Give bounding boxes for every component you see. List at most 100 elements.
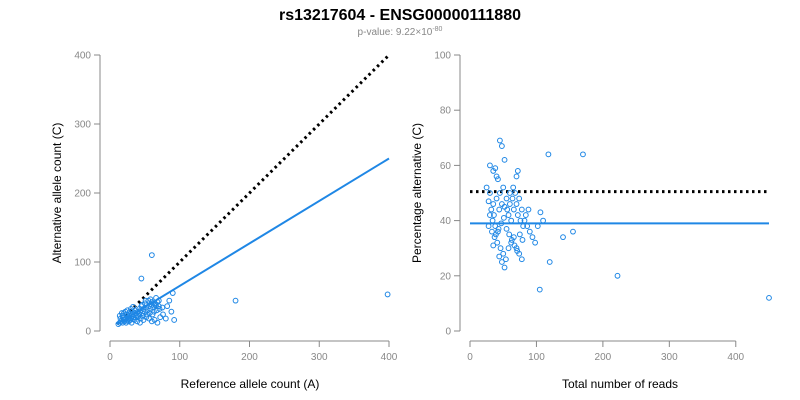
right-data-point-18 xyxy=(485,198,492,205)
right-data-point-83 xyxy=(546,259,553,265)
left-data-point-92 xyxy=(171,317,178,323)
right-data-point-64 xyxy=(511,242,518,249)
left-data-point-48 xyxy=(160,311,166,318)
right-data-point-48 xyxy=(508,239,515,246)
right-data-point-67 xyxy=(519,237,526,243)
right-data-point-65 xyxy=(514,248,521,254)
left-points xyxy=(115,252,391,328)
right-data-point-46 xyxy=(502,256,509,263)
left-data-point-70 xyxy=(135,312,142,319)
right-data-point-77 xyxy=(520,223,527,230)
left-data-point-82 xyxy=(136,306,143,312)
right-data-point-42 xyxy=(491,234,498,241)
right-data-point-53 xyxy=(496,253,503,260)
left-data-point-76 xyxy=(153,307,160,314)
right-data-point-52 xyxy=(518,256,525,263)
right-x-tick-label-4: 400 xyxy=(727,352,744,363)
right-data-point-76 xyxy=(517,217,524,224)
left-data-point-69 xyxy=(132,314,139,321)
right-data-point-28 xyxy=(510,206,517,213)
right-data-point-25 xyxy=(504,206,511,213)
right-x-tick-label-2: 200 xyxy=(595,352,612,363)
right-data-point-44 xyxy=(497,245,504,252)
right-data-point-84 xyxy=(570,228,576,235)
right-x-axis: 0 100 200 300 400 xyxy=(467,340,745,363)
right-y-tick-label-1: 20 xyxy=(440,271,452,282)
right-data-point-13 xyxy=(500,184,507,191)
left-x-tick-label-4: 400 xyxy=(381,352,398,363)
left-x-tick-label-0: 0 xyxy=(107,352,113,363)
right-data-point-40 xyxy=(485,223,492,230)
right-y-tick-label-3: 60 xyxy=(440,161,452,172)
right-data-point-14 xyxy=(497,190,503,196)
subtitle-exponent: -80 xyxy=(432,26,442,33)
right-data-point-20 xyxy=(488,206,495,213)
left-y-tick-label-0: 0 xyxy=(85,327,91,338)
left-data-point-49 xyxy=(162,315,169,322)
left-data-point-61 xyxy=(141,300,148,307)
left-data-point-72 xyxy=(144,311,150,318)
right-points xyxy=(483,137,772,301)
chart-title: rs13217604 - ENSG00000111880 xyxy=(279,7,521,24)
left-data-point-64 xyxy=(152,301,159,308)
left-data-point-32 xyxy=(121,310,127,316)
right-data-point-35 xyxy=(529,234,536,241)
right-data-point-70 xyxy=(492,223,499,230)
right-data-point-3 xyxy=(487,162,493,169)
left-data-point-77 xyxy=(156,306,163,312)
right-data-point-26 xyxy=(505,212,512,218)
right-data-point-85 xyxy=(560,234,566,241)
right-data-point-1 xyxy=(498,143,505,149)
right-y-axis: 0 20 40 60 80 100 xyxy=(434,51,461,338)
right-data-point-21 xyxy=(491,212,497,218)
right-panel: 0 20 40 60 80 100 0 100 200 300 400 Total number … xyxy=(410,51,772,391)
left-x-axis: 0 100 200 300 400 xyxy=(107,340,398,363)
left-data-point-63 xyxy=(148,299,155,305)
left-data-point-85 xyxy=(147,296,154,303)
right-data-point-7 xyxy=(492,165,499,172)
right-data-point-78 xyxy=(522,212,529,218)
right-data-point-56 xyxy=(490,242,497,249)
left-y-axis-label: Alternative allele count (C) xyxy=(50,123,64,264)
left-data-point-81 xyxy=(129,308,136,315)
right-data-point-72 xyxy=(506,201,513,207)
right-data-point-75 xyxy=(514,212,521,218)
right-data-point-79 xyxy=(525,206,532,213)
right-data-point-62 xyxy=(506,231,513,238)
right-data-point-34 xyxy=(526,228,533,235)
right-data-point-31 xyxy=(518,206,525,213)
right-data-point-58 xyxy=(495,225,502,232)
left-data-point-47 xyxy=(157,314,164,321)
left-data-point-87 xyxy=(148,252,155,259)
left-data-point-91 xyxy=(168,308,175,315)
right-data-point-61 xyxy=(503,225,510,232)
right-data-point-33 xyxy=(524,223,531,230)
right-data-point-11 xyxy=(506,190,513,196)
left-data-point-86 xyxy=(153,294,159,301)
right-data-point-60 xyxy=(500,214,507,221)
left-x-tick-label-2: 200 xyxy=(241,352,258,363)
right-data-point-38 xyxy=(537,209,544,216)
right-x-axis-label: Total number of reads xyxy=(562,377,678,391)
right-data-point-43 xyxy=(494,239,501,246)
left-panel: 0 100 200 300 400 0 100 200 300 400 Reference al… xyxy=(50,51,398,392)
right-data-point-87 xyxy=(766,294,772,301)
right-data-point-29 xyxy=(513,201,520,207)
left-y-tick-label-1: 100 xyxy=(74,258,91,269)
left-reference-line xyxy=(115,53,391,326)
right-data-point-0 xyxy=(497,137,503,144)
left-data-point-89 xyxy=(169,290,176,296)
right-data-point-2 xyxy=(501,156,508,163)
right-y-tick-label-5: 100 xyxy=(434,51,451,62)
right-y-tick-label-0: 0 xyxy=(445,327,451,338)
right-data-point-81 xyxy=(580,151,586,158)
chart-subtitle: p-value: 9.22×10-80 xyxy=(358,26,443,38)
right-data-point-55 xyxy=(501,264,508,271)
left-data-point-53 xyxy=(121,318,128,325)
right-data-point-73 xyxy=(509,195,516,202)
right-y-tick-label-4: 80 xyxy=(440,106,452,117)
right-x-tick-label-3: 300 xyxy=(661,352,678,363)
right-data-point-54 xyxy=(498,259,505,265)
right-data-point-5 xyxy=(493,173,500,180)
